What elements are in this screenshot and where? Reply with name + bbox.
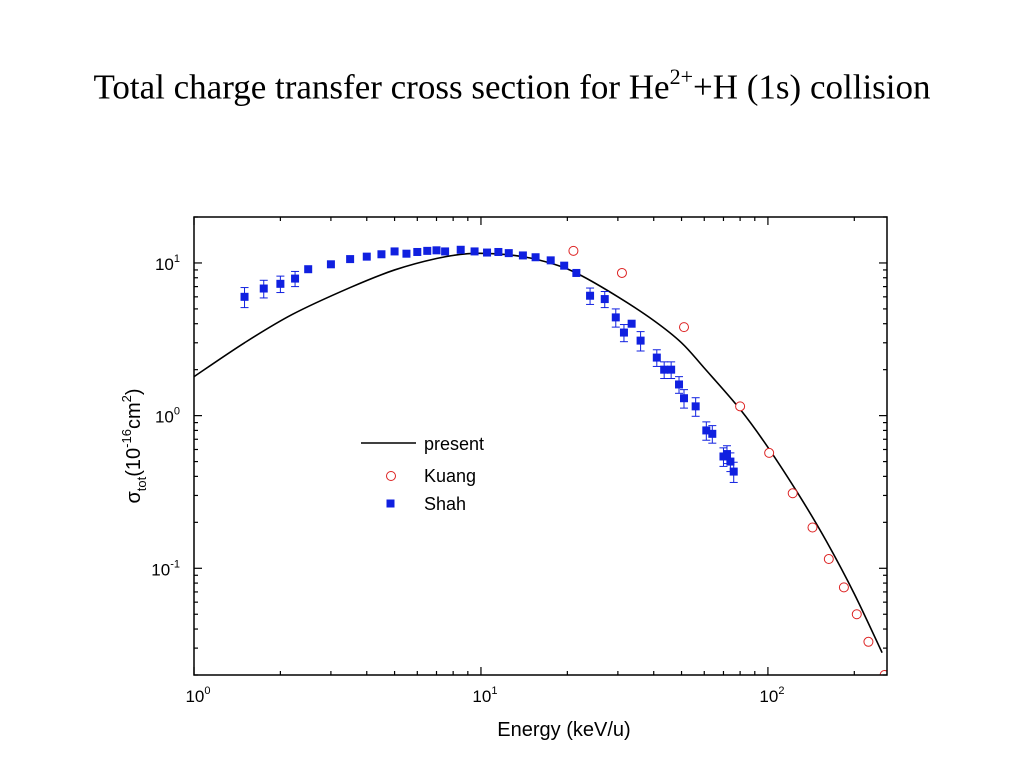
shah-point	[702, 426, 711, 435]
shah-point	[708, 429, 717, 438]
shah-point	[441, 247, 450, 256]
shah-point	[600, 295, 609, 304]
shah-point	[240, 292, 249, 301]
shah-point	[667, 365, 676, 374]
kuang-point	[863, 636, 874, 647]
y-label-exp: -16	[119, 429, 134, 448]
x-tick-exp: 1	[491, 685, 497, 697]
kuang-point	[764, 447, 775, 458]
shah-point	[494, 247, 503, 256]
legend-shah-label: Shah	[424, 494, 466, 514]
shah-point	[456, 245, 465, 254]
kuang-point	[616, 267, 627, 278]
y-label-close: )	[123, 388, 145, 395]
legend-shah-swatch	[386, 499, 395, 508]
x-tick-label: 100	[185, 685, 210, 706]
shah-point	[627, 319, 636, 328]
shah-point	[504, 249, 513, 258]
y-label-sub: tot	[134, 476, 149, 491]
kuang-point	[568, 245, 579, 256]
shah-point	[636, 336, 645, 345]
kuang-point	[823, 554, 834, 565]
shah-point	[586, 291, 595, 300]
shah-point	[432, 246, 441, 255]
shah-point	[660, 365, 669, 374]
shah-point	[377, 250, 386, 259]
legend-kuang-swatch	[386, 471, 396, 481]
y-tick-exp: -1	[170, 558, 180, 570]
kuang-point	[807, 522, 818, 533]
shah-point	[346, 255, 355, 264]
shah-point	[675, 380, 684, 389]
kuang-point	[679, 322, 690, 333]
y-tick-label: 100	[155, 406, 180, 427]
shah-point	[276, 279, 285, 288]
shah-point	[259, 284, 268, 293]
legend-kuang-label: Kuang	[424, 466, 476, 486]
y-tick-base: 10	[155, 255, 174, 274]
legend: present Kuang Shah	[361, 434, 484, 514]
kuang-point	[851, 609, 862, 620]
y-tick-label: 10-1	[151, 558, 180, 579]
y-label-unit: cm	[123, 402, 145, 429]
x-axis-label: Energy (keV/u)	[497, 719, 630, 741]
kuang-point	[735, 401, 746, 412]
y-axis-label: σtot(10-16cm2)	[119, 388, 149, 503]
kuang-point	[879, 670, 887, 675]
y-tick-base: 10	[155, 408, 174, 427]
y-label-unit-exp: 2	[119, 395, 134, 402]
x-tick-exp: 0	[204, 685, 210, 697]
kuang-point	[838, 582, 849, 593]
x-tick-label: 101	[472, 685, 497, 706]
shah-point	[304, 265, 313, 274]
y-tick-base: 10	[151, 560, 170, 579]
title-superscript: 2+	[669, 64, 694, 89]
shah-point	[611, 313, 620, 322]
title-suffix: +H (1s) collision	[693, 67, 931, 107]
shah-point	[470, 247, 479, 256]
shah-point	[291, 274, 300, 283]
series-present-line	[194, 252, 883, 654]
shah-point	[680, 394, 689, 403]
y-tick-exp: 0	[174, 406, 180, 418]
legend-present-label: present	[424, 434, 484, 454]
shah-point	[531, 253, 540, 262]
shah-point	[362, 252, 371, 261]
y-tick-exp: 1	[174, 253, 180, 265]
title-prefix: Total charge transfer cross section for …	[93, 67, 670, 107]
shah-point	[483, 248, 492, 257]
shah-point	[726, 457, 735, 466]
y-label-open: (10	[123, 448, 145, 477]
shah-point	[546, 256, 555, 265]
x-tick-exp: 2	[778, 685, 784, 697]
kuang-point	[787, 488, 798, 499]
shah-point	[518, 251, 527, 260]
shah-point	[652, 353, 661, 362]
shah-point	[560, 261, 569, 270]
x-tick-label: 102	[759, 685, 784, 706]
shah-point	[326, 260, 335, 269]
y-label-sigma: σ	[123, 491, 145, 504]
x-tick-base: 10	[759, 687, 778, 706]
shah-point	[423, 246, 432, 255]
shah-point	[729, 467, 738, 476]
x-tick-base: 10	[472, 687, 491, 706]
chart-title: Total charge transfer cross section for …	[0, 64, 1024, 108]
shah-point	[691, 402, 700, 411]
shah-point	[402, 249, 411, 258]
plot-frame	[193, 216, 888, 676]
shah-point	[390, 247, 399, 256]
shah-point	[413, 247, 422, 256]
y-tick-label: 101	[155, 253, 180, 274]
shah-point	[722, 450, 731, 459]
shah-point	[572, 268, 581, 277]
shah-point	[619, 328, 628, 337]
x-tick-base: 10	[185, 687, 204, 706]
plot-data	[194, 245, 887, 675]
